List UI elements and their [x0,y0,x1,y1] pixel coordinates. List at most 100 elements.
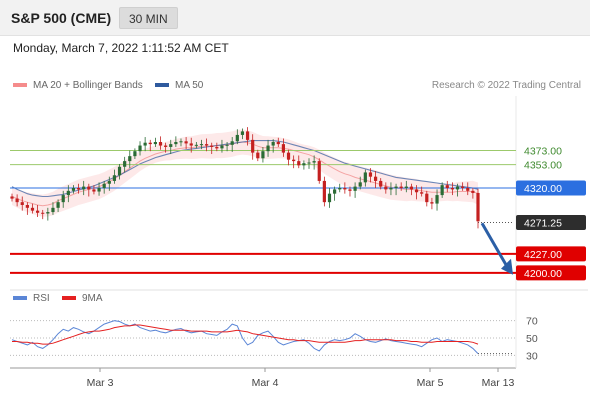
rsi-line [11,320,479,354]
candle-body [128,156,132,162]
x-tick-label-0: Mar 3 [87,377,114,389]
candle-body [30,207,35,211]
support-label-4: 4227.00 [524,249,562,261]
candle-body [307,162,311,164]
candle-body [353,186,357,191]
candle-body [373,176,378,181]
candle-body [25,204,29,208]
legend-ma50-label: MA 50 [175,80,204,91]
candle-body [440,185,444,196]
candle-body [322,180,326,203]
date-line: Monday, March 7, 2022 1:11:52 AM CET [13,41,229,55]
candle-body [466,188,470,191]
last-price-tag [516,215,586,230]
candle-body [389,188,393,190]
candle-body [102,183,106,188]
candle-body [143,142,147,146]
candle-body [66,190,70,196]
candle-body [297,161,301,166]
candle-body [420,192,424,194]
candle-body [450,188,454,190]
legend-rsi-label: RSI [33,293,50,304]
candle-body [302,163,306,166]
candle-body [281,144,286,153]
candle-body [261,151,265,159]
candle-body [210,145,214,147]
candle-body [138,145,142,152]
candle-body [117,166,122,176]
candle-body [461,186,465,188]
candle-body [169,144,173,147]
candle-body [184,141,188,144]
candle-body [455,186,460,190]
candle-body [41,212,45,214]
candle-body [153,142,157,145]
resistance-label-1: 4353.00 [524,160,562,172]
candle-body [379,180,383,187]
bollinger-swatch [13,83,27,88]
candle-body [215,146,219,149]
candle-body [317,161,321,181]
candle-body [158,142,163,146]
bollinger-band [12,129,478,217]
candle-body [20,202,24,205]
candle-body [112,175,117,181]
chart-header: S&P 500 (CME) 30 MIN [0,0,590,36]
timeframe-button[interactable]: 30 MIN [119,7,178,29]
candle-body [292,159,296,162]
candle-body [476,192,480,222]
candle-body [471,190,475,193]
candle-body [133,151,137,157]
legend-rsi: RSI [13,293,50,304]
rsi-tick-30: 30 [526,350,538,362]
x-tick-label-3: Mar 13 [482,377,515,389]
support-tag-5 [516,265,586,281]
candle-body [394,186,398,188]
ma50-swatch [155,83,169,88]
candle-body [276,142,280,145]
rsi-tick-70: 70 [526,316,538,328]
candle-body [358,182,362,187]
candle-body [445,185,449,188]
candle-body [97,188,101,192]
candle-body [256,152,260,159]
last-price-label: 4271.25 [524,218,562,230]
candle-body [409,186,414,190]
candle-body [327,193,332,203]
candle-body [425,193,429,203]
ma9-swatch [62,296,76,301]
candle-body [435,195,439,204]
credit-text: Research © 2022 Trading Central [431,80,581,91]
x-tick-label-2: Mar 5 [417,377,444,389]
support-label-5: 4200.00 [524,268,562,280]
candle-body [71,188,76,191]
legend-bollinger-label: MA 20 + Bollinger Bands [33,80,143,91]
support-tag-4 [516,246,586,262]
candle-body [266,145,270,152]
candle-body [15,198,19,203]
pivot-label-2: 4320.00 [524,183,562,195]
candle-body [174,142,178,145]
rsi-tick-50: 50 [526,333,538,345]
candle-body [414,189,419,193]
legend-bollinger: MA 20 + Bollinger Bands [13,80,143,91]
pivot-tag-2 [516,180,586,196]
candle-body [92,189,96,192]
candle-body [338,188,342,190]
candle-body [194,144,198,146]
candle-body [230,141,234,145]
candle-body [363,172,367,183]
candle-body [404,186,408,188]
candle-body [333,189,337,194]
candle-body [179,141,183,143]
projection-arrowhead [501,258,513,275]
candle-body [199,144,204,146]
candle-body [348,189,352,191]
candle-body [204,144,209,146]
candle-body [164,145,168,147]
candle-body [76,188,81,190]
candle-body [368,172,373,177]
candle-body [107,180,111,184]
candle-body [82,186,86,190]
